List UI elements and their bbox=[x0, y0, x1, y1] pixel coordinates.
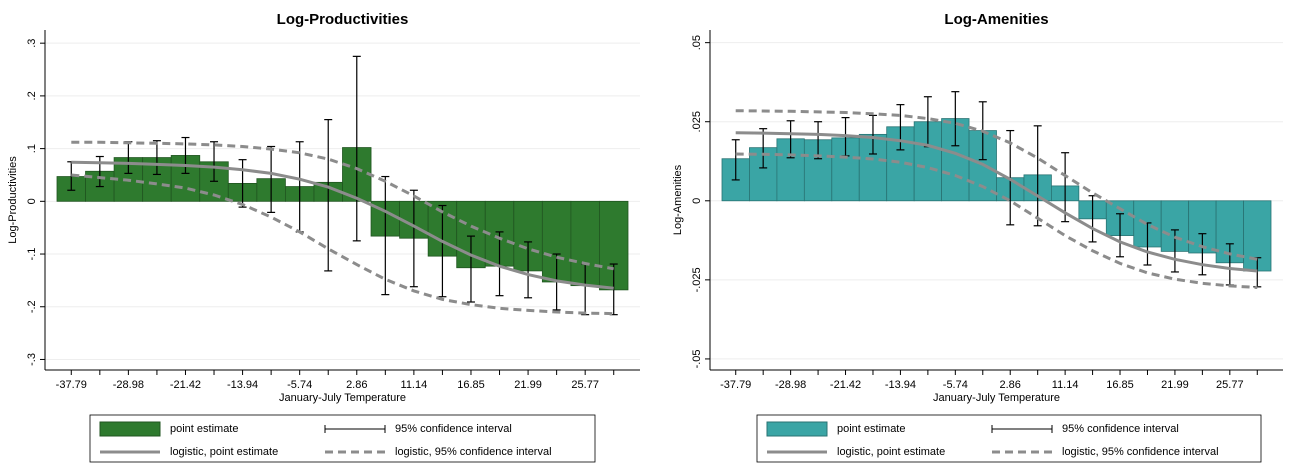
chart-title: Log-Amenities bbox=[944, 11, 1048, 28]
error-bar bbox=[381, 175, 390, 296]
x-tick-label: -28.98 bbox=[113, 379, 144, 391]
x-axis-label: January-July Temperature bbox=[279, 392, 406, 404]
logistic-line bbox=[735, 131, 1258, 273]
legend-label: 95% confidence interval bbox=[1062, 423, 1179, 435]
logistic-ci-line bbox=[71, 173, 614, 316]
y-tick-label: -.2 bbox=[26, 300, 38, 313]
error-bar bbox=[352, 55, 361, 242]
y-axis-label: Log-Amenities bbox=[672, 164, 684, 235]
y-tick-label: -.3 bbox=[26, 353, 38, 366]
error-bar bbox=[438, 204, 447, 298]
legend-label: 95% confidence interval bbox=[395, 423, 512, 435]
x-tick-label: 11.14 bbox=[401, 379, 428, 391]
error-bar bbox=[896, 104, 905, 151]
legend-label: logistic, 95% confidence interval bbox=[1062, 446, 1219, 458]
error-bar bbox=[814, 121, 823, 160]
x-tick-label: -13.94 bbox=[885, 379, 916, 391]
y-tick-label: -.05 bbox=[691, 349, 703, 368]
y-tick-label: 0 bbox=[691, 198, 703, 204]
error-bar bbox=[868, 114, 877, 155]
x-tick-label: 25.77 bbox=[571, 379, 599, 391]
logistic-ci-line bbox=[71, 140, 614, 271]
chart: Log-Productivities -.3 -.2 -.1 0 .1 .2 .3 Log-Pr… bbox=[7, 11, 640, 463]
logistic-line bbox=[71, 160, 614, 290]
x-tick-label: 21.99 bbox=[1161, 379, 1189, 391]
x-tick-label: 21.99 bbox=[514, 379, 542, 391]
legend-label: logistic, point estimate bbox=[170, 446, 278, 458]
x-tick-label: -13.94 bbox=[227, 379, 258, 391]
error-bar bbox=[210, 141, 219, 182]
x-tick-label: -5.74 bbox=[943, 379, 968, 391]
error-bar bbox=[731, 139, 740, 181]
error-bar bbox=[759, 128, 768, 169]
error-bar bbox=[786, 120, 795, 159]
error-bar bbox=[524, 241, 533, 299]
y-tick-label: .1 bbox=[26, 144, 38, 153]
x-tick-label: 25.77 bbox=[1216, 379, 1244, 391]
error-bar bbox=[1116, 213, 1125, 258]
chart-title: Log-Productivities bbox=[277, 11, 409, 28]
y-tick-label: -.025 bbox=[691, 267, 703, 292]
y-tick-label: 0 bbox=[26, 198, 38, 204]
x-tick-label: -37.79 bbox=[720, 379, 751, 391]
error-bar bbox=[238, 159, 247, 208]
error-bar bbox=[409, 189, 418, 288]
x-tick-label: -21.42 bbox=[170, 379, 201, 391]
y-tick-label: .025 bbox=[691, 111, 703, 132]
legend: point estimate 95% confidence interval log… bbox=[89, 414, 596, 463]
error-bar bbox=[324, 119, 333, 272]
legend-box bbox=[756, 414, 1262, 463]
x-tick-label: -5.74 bbox=[287, 379, 312, 391]
chart: Log-Amenities -.05 -.025 0 .025 .05 Log-Amenit… bbox=[672, 11, 1283, 463]
legend: point estimate 95% confidence interval log… bbox=[756, 414, 1262, 463]
y-axis-label: Log-Productivities bbox=[7, 156, 19, 244]
error-bar bbox=[1061, 152, 1070, 223]
x-axis-label: January-July Temperature bbox=[933, 392, 1060, 404]
legend-swatch bbox=[766, 421, 828, 437]
x-tick-label: -21.42 bbox=[830, 379, 861, 391]
bar bbox=[570, 200, 600, 287]
legend-label: point estimate bbox=[837, 423, 905, 435]
error-bar bbox=[495, 231, 504, 297]
y-tick-label: .3 bbox=[26, 39, 38, 48]
x-tick-label: 2.86 bbox=[1000, 379, 1021, 391]
x-tick-label: 2.86 bbox=[346, 379, 367, 391]
legend-label: logistic, 95% confidence interval bbox=[395, 446, 552, 458]
x-tick-label: 11.14 bbox=[1052, 379, 1079, 391]
logistic-ci-line bbox=[735, 152, 1258, 289]
y-tick-label: .2 bbox=[26, 91, 38, 100]
legend-label: point estimate bbox=[170, 423, 238, 435]
x-tick-label: 16.85 bbox=[457, 379, 485, 391]
y-tick-label: .05 bbox=[691, 35, 703, 50]
error-bar bbox=[152, 140, 161, 176]
legend-swatch bbox=[99, 421, 161, 437]
x-tick-label: -28.98 bbox=[775, 379, 806, 391]
x-tick-label: -37.79 bbox=[56, 379, 87, 391]
legend-box bbox=[89, 414, 596, 463]
error-bar bbox=[1198, 233, 1207, 276]
legend-label: logistic, point estimate bbox=[837, 446, 945, 458]
logistic-ci-line bbox=[735, 109, 1258, 261]
error-bar bbox=[181, 136, 190, 174]
error-bar bbox=[951, 91, 960, 147]
error-bar bbox=[267, 145, 276, 213]
x-tick-label: 16.85 bbox=[1106, 379, 1134, 391]
error-bar bbox=[1033, 125, 1042, 227]
y-tick-label: -.1 bbox=[26, 248, 38, 261]
error-bar bbox=[466, 235, 475, 303]
